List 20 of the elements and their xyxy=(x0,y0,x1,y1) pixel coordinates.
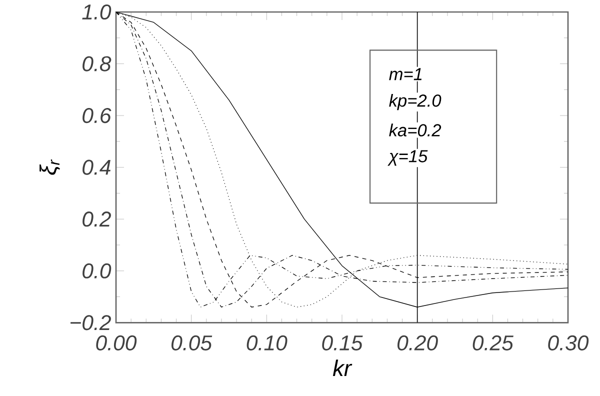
x-tick-label: 0.20 xyxy=(397,335,438,350)
y-tick-label: 1.0 xyxy=(82,4,112,20)
x-tick-label: 0.10 xyxy=(246,335,288,350)
x-tick-label: 0.15 xyxy=(322,335,363,350)
x-tick-label: 0.25 xyxy=(472,335,514,350)
x-tick-label: 0.05 xyxy=(172,335,212,350)
x-tick-label: 0.00 xyxy=(96,335,137,350)
annotation: m=1 xyxy=(389,68,422,80)
annotation: kp=2.0 xyxy=(389,94,442,110)
y-tick-label: 0.4 xyxy=(82,160,110,175)
annotation: χ=15 xyxy=(388,150,428,166)
y-axis-title: ξ$_{r}$ xyxy=(40,159,60,175)
y-tick-label: −0.2 xyxy=(70,315,111,330)
y-tick-label: 0.6 xyxy=(82,108,112,124)
y-tick-label: 0.8 xyxy=(82,56,112,72)
x-axis-title: kr xyxy=(332,360,352,376)
y-tick-label: 0.0 xyxy=(82,263,112,278)
x-tick-label: 0.30 xyxy=(548,335,589,350)
annotation: ka=0.2 xyxy=(389,124,442,136)
y-tick-label: 0.2 xyxy=(82,212,111,227)
